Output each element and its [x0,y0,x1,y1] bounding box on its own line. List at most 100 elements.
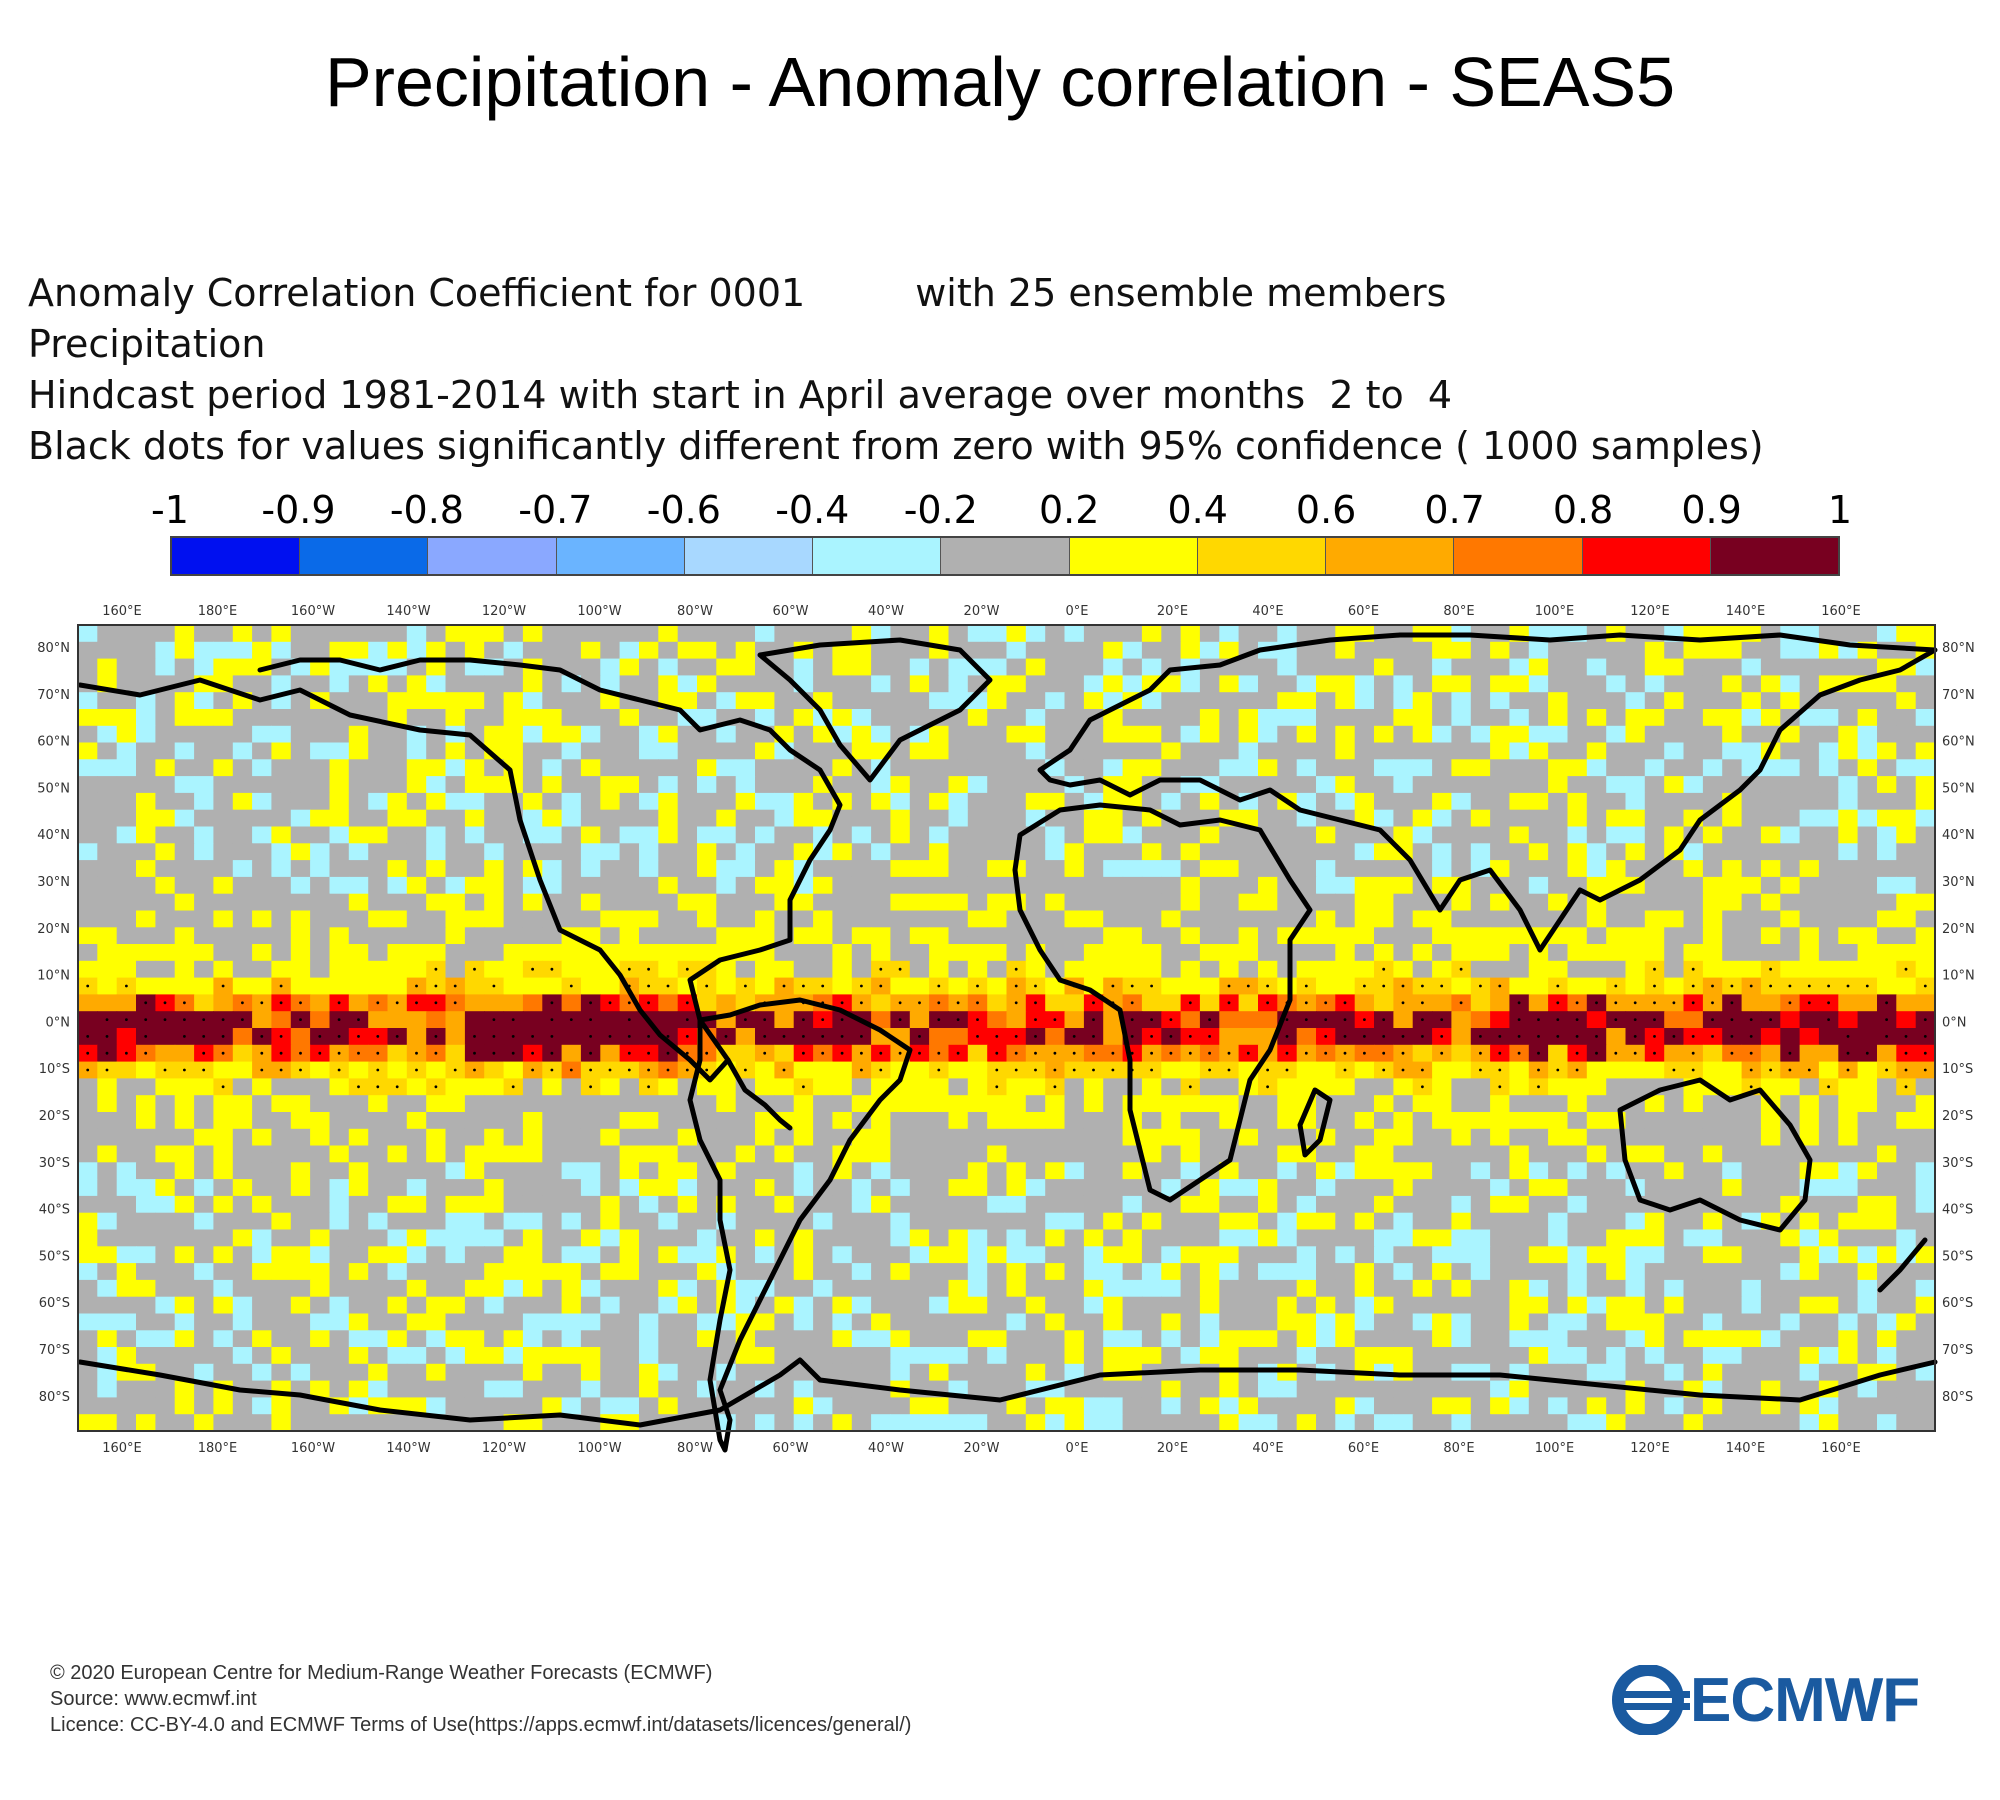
field-cell [1722,692,1743,710]
field-cell [1896,1179,1917,1197]
field-cell [1161,1330,1182,1348]
field-cell [484,1078,505,1096]
significance-dot [840,1018,844,1021]
field-cell [755,826,775,844]
field-cell [1760,1145,1781,1163]
field-cell [1374,658,1394,676]
field-cell [793,927,814,945]
field-cell [774,1044,795,1063]
field-cell [1083,860,1104,878]
significance-dot [279,1035,283,1038]
field-cell [793,1112,814,1130]
field-cell [987,792,1008,811]
field-cell [1006,709,1027,727]
field-cell [1877,944,1897,962]
field-cell [813,1128,833,1147]
field-cell [155,1128,176,1147]
significance-dot [647,1068,650,1072]
field-cell [813,625,833,643]
field-cell [290,1229,311,1247]
field-cell [1122,1347,1143,1365]
significance-dot [1633,1035,1637,1038]
field-cell [1141,1313,1162,1331]
field-cell [232,675,253,693]
field-cell [1490,1380,1510,1398]
field-cell [213,1263,234,1281]
field-cell [1354,1229,1375,1247]
field-cell [1490,1095,1510,1113]
field-cell [174,1078,195,1096]
field-cell [948,1028,969,1046]
field-cell [1470,994,1491,1012]
field-cell [1606,692,1627,710]
significance-dot [183,1035,186,1038]
field-cell [1354,927,1375,945]
field-cell [987,759,1008,777]
field-cell [1470,910,1491,928]
field-cell [406,843,427,861]
field-cell [1780,960,1801,979]
field-cell [1490,944,1510,962]
field-cell [1877,1296,1897,1315]
field-cell [1490,994,1510,1012]
field-cell [1374,1162,1394,1180]
field-cell [1141,742,1162,760]
field-cell [561,1095,582,1113]
field-cell [1064,1011,1085,1029]
colorbar-segment [684,538,814,574]
field-cell [1877,876,1897,895]
field-cell [1374,893,1394,912]
field-cell [1606,1347,1627,1365]
field-cell [1258,709,1278,727]
field-cell [252,843,272,861]
field-cell [329,1128,350,1147]
field-cell [1258,1128,1278,1147]
field-cell [1470,1347,1491,1365]
field-cell [1509,1347,1530,1365]
field-cell [445,1044,466,1063]
field-cell [290,1112,311,1130]
field-cell [1470,675,1491,693]
field-cell [1238,944,1259,962]
field-cell [329,1414,350,1432]
field-cell [871,675,891,693]
field-cell [1644,1128,1665,1147]
field-cell [929,1028,949,1046]
field-cell [987,860,1008,878]
field-cell [987,1179,1008,1197]
field-cell [1199,725,1220,744]
field-cell [1199,826,1220,844]
field-cell [1083,960,1104,979]
field-cell [1141,1128,1162,1147]
field-cell [1702,1112,1723,1130]
field-cell [580,1128,601,1147]
field-cell [1180,1162,1201,1180]
field-cell [1877,1347,1897,1365]
significance-dot [279,984,283,988]
field-cell [232,1363,253,1382]
field-cell [78,1078,98,1096]
significance-dot [1188,1035,1192,1038]
field-cell [426,792,447,811]
field-cell [1122,625,1143,643]
field-cell [136,1078,156,1096]
field-cell [1838,692,1859,710]
significance-dot [840,1035,844,1038]
field-cell [851,1195,872,1214]
field-cell [1818,1095,1839,1113]
field-cell [1006,944,1027,962]
field-cell [1045,1363,1066,1382]
field-cell [851,1263,872,1281]
field-cell [774,1330,795,1348]
field-cell [1702,1095,1723,1113]
field-cell [116,910,137,928]
significance-dot [1440,1018,1444,1021]
field-cell [948,1112,969,1130]
significance-dot [1304,1018,1308,1021]
significance-dot [627,1035,631,1038]
field-cell [1296,1279,1317,1298]
field-cell [406,809,427,828]
field-cell [755,1061,775,1079]
field-cell [1316,641,1336,660]
field-cell [503,641,524,660]
